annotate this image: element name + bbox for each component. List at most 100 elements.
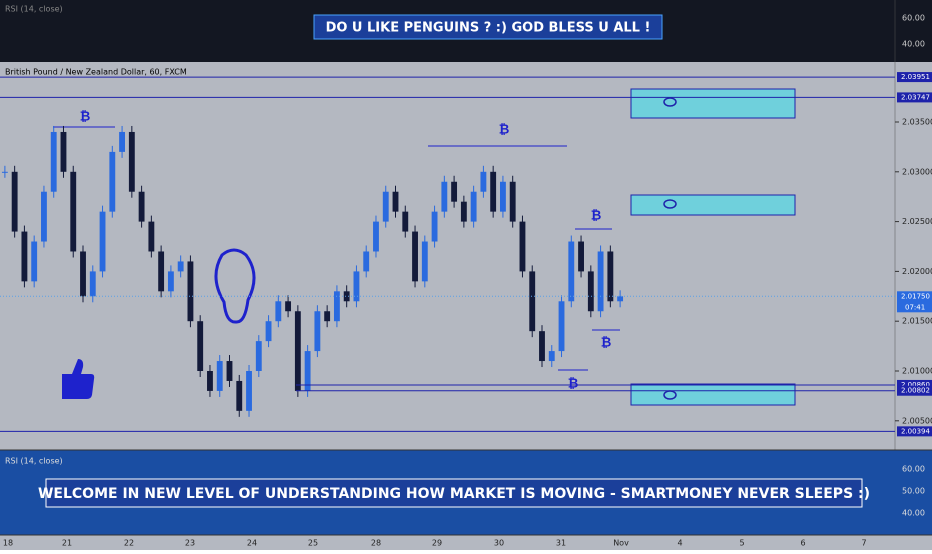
level-box xyxy=(897,92,932,103)
penguin xyxy=(214,248,256,324)
candle xyxy=(343,291,350,302)
axis-label: 40.00 xyxy=(902,40,925,49)
zone-box xyxy=(630,88,796,119)
candle xyxy=(578,241,584,272)
candle xyxy=(167,271,174,292)
candle xyxy=(480,171,487,192)
countdown: 07:41 xyxy=(905,303,925,311)
candle xyxy=(519,221,526,272)
time-label: 29 xyxy=(432,539,442,548)
candle xyxy=(197,321,204,371)
candle xyxy=(392,191,399,212)
level-label: 2.03951 xyxy=(901,73,930,81)
candle xyxy=(158,251,165,292)
candle xyxy=(304,351,311,391)
candle xyxy=(148,221,155,252)
candle xyxy=(70,171,77,252)
time-label: 24 xyxy=(247,539,257,548)
axis-label: 40.00 xyxy=(902,509,925,518)
level-label: 2.03747 xyxy=(901,93,930,101)
panel-label: RSI (14, close) xyxy=(5,457,63,466)
level-label: 2.00802 xyxy=(901,387,930,395)
bottom-axis xyxy=(895,450,932,535)
eye-icon xyxy=(663,97,677,107)
candle xyxy=(597,251,604,312)
time-label: 25 xyxy=(308,539,318,548)
price-tick-label: 2.02500 xyxy=(902,217,932,226)
candle xyxy=(529,271,536,332)
candle xyxy=(373,221,379,252)
axis-label: 60.00 xyxy=(902,465,925,474)
level-box xyxy=(897,379,932,390)
level-box xyxy=(897,385,932,396)
marker: ₿ xyxy=(80,110,91,125)
candle xyxy=(509,181,516,222)
price-tick-label: 2.03500 xyxy=(902,118,932,127)
candle xyxy=(207,371,213,391)
price-tick-label: 2.02000 xyxy=(902,267,932,276)
candle xyxy=(558,301,565,352)
candle xyxy=(314,311,321,352)
level-label: 2.00394 xyxy=(901,427,930,435)
candle xyxy=(89,271,96,297)
candle xyxy=(539,331,545,362)
candle xyxy=(128,131,135,192)
candle xyxy=(31,241,38,282)
candle xyxy=(285,301,292,312)
time-label: 6 xyxy=(800,539,805,548)
time-label: 18 xyxy=(3,539,13,548)
time-label: 22 xyxy=(124,539,134,548)
candle xyxy=(353,271,360,302)
candle xyxy=(41,191,47,242)
candle xyxy=(109,151,116,212)
candle xyxy=(187,261,194,322)
panel-label: RSI (14, close) xyxy=(5,5,63,14)
banner-box xyxy=(313,14,663,40)
candle xyxy=(11,171,18,232)
price-tick-label: 2.00500 xyxy=(902,416,932,425)
candle xyxy=(50,131,57,192)
marker: ₿ xyxy=(601,336,612,351)
candle xyxy=(333,291,340,322)
candle xyxy=(412,231,418,282)
time-label: 28 xyxy=(371,539,381,548)
time-label: 4 xyxy=(677,539,682,548)
candle xyxy=(587,271,594,312)
candle xyxy=(431,211,438,242)
candle xyxy=(421,241,428,282)
candle xyxy=(236,380,243,411)
zone-box xyxy=(630,194,796,216)
candle xyxy=(21,231,28,282)
zone-box xyxy=(630,383,796,406)
candle xyxy=(382,191,389,222)
eye-icon xyxy=(663,199,677,209)
level-box xyxy=(897,72,932,83)
price-tick-label: 2.01500 xyxy=(902,317,932,326)
candle xyxy=(568,241,575,302)
level-label: 2.00860 xyxy=(901,381,930,389)
candle xyxy=(460,201,467,222)
axis-label: 60.00 xyxy=(902,14,925,23)
candle xyxy=(451,181,458,202)
candle xyxy=(490,171,497,212)
candle xyxy=(80,251,86,297)
candle xyxy=(226,361,233,381)
candle xyxy=(363,251,370,272)
candle xyxy=(138,191,145,222)
candle xyxy=(177,261,184,272)
candle xyxy=(275,301,282,322)
candle xyxy=(470,191,477,222)
candle xyxy=(607,251,614,302)
symbol: British Pound / New Zealand Dollar, 60, … xyxy=(5,68,187,77)
candle xyxy=(548,351,555,362)
price-tick-label: 2.01000 xyxy=(902,367,932,376)
candle xyxy=(617,296,624,302)
marker: ₿ xyxy=(568,377,579,392)
time-label: Nov xyxy=(613,539,629,548)
time-label: 7 xyxy=(861,539,866,548)
thumbs-up xyxy=(62,359,95,399)
price-box xyxy=(897,291,932,313)
marker: ₿ xyxy=(591,209,602,224)
candle xyxy=(500,181,506,212)
